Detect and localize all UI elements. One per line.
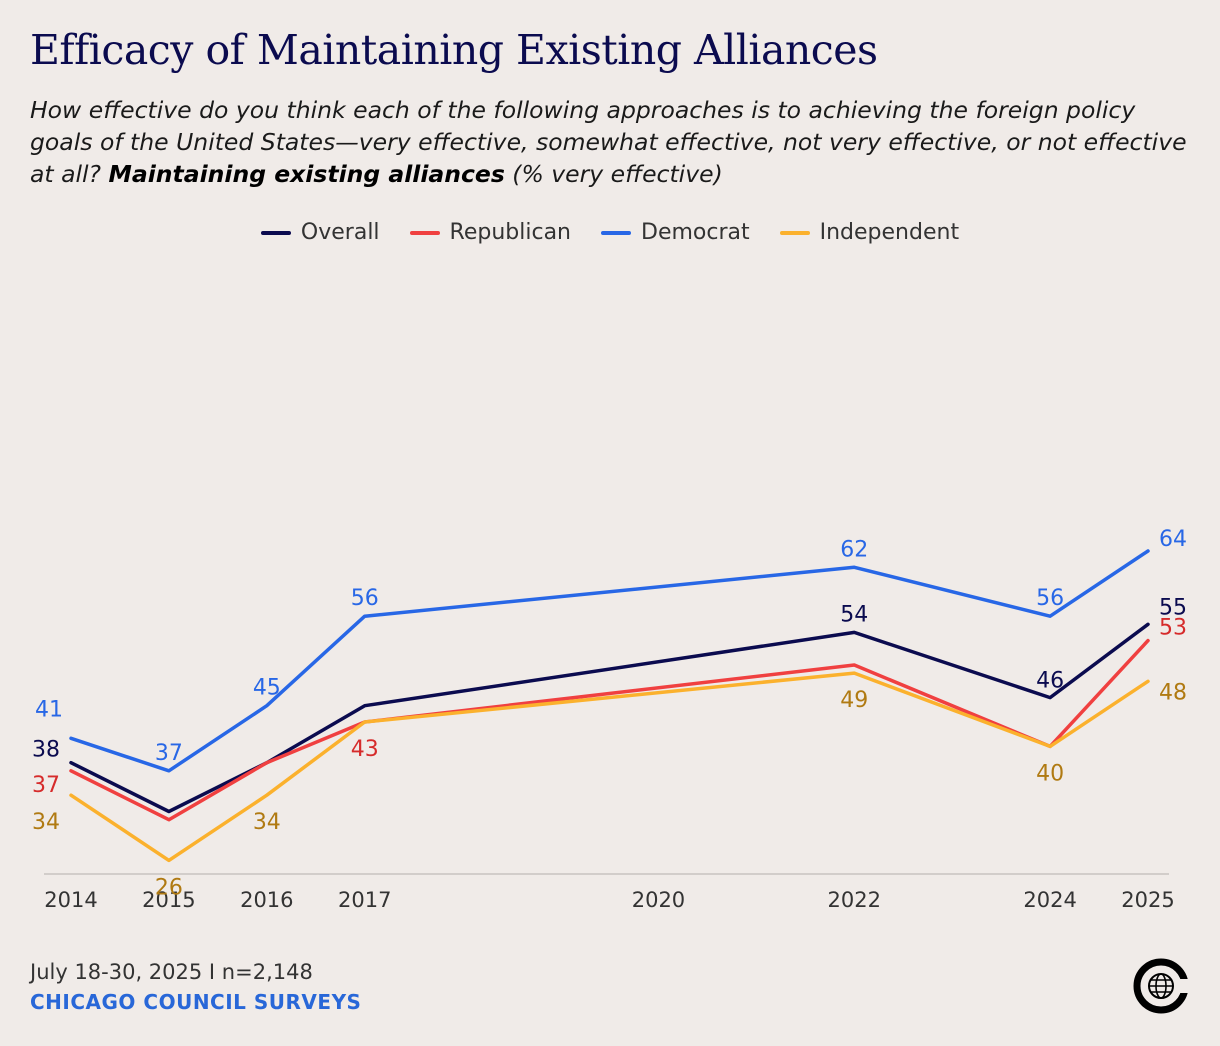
legend: Overall Republican Democrat Independent bbox=[0, 220, 1220, 245]
data-label-overall-2022: 54 bbox=[840, 602, 868, 627]
x-tick-label-2017: 2017 bbox=[338, 888, 391, 912]
chicago-council-globe-icon bbox=[1133, 958, 1192, 1014]
data-label-democrat-2022: 62 bbox=[840, 537, 868, 562]
survey-date: July 18-30, 2025 I n=2,148 bbox=[30, 960, 313, 984]
legend-swatch-independent bbox=[779, 230, 810, 235]
x-tick-label-2015: 2015 bbox=[142, 888, 195, 912]
x-tick-label-2016: 2016 bbox=[240, 888, 293, 912]
legend-swatch-democrat bbox=[601, 230, 631, 235]
legend-label-democrat: Democrat bbox=[641, 220, 750, 245]
data-label-independent-2014: 34 bbox=[32, 810, 60, 835]
legend-swatch-overall bbox=[260, 230, 291, 235]
series-line-independent bbox=[69, 671, 1150, 863]
data-label-republican-2017: 43 bbox=[351, 737, 379, 762]
data-label-republican-2014: 37 bbox=[32, 773, 60, 798]
data-label-overall-2024: 46 bbox=[1036, 669, 1064, 694]
data-label-independent-2022: 49 bbox=[840, 688, 868, 713]
series-line-overall bbox=[69, 622, 1150, 814]
data-label-overall-2025: 55 bbox=[1159, 595, 1187, 620]
x-tick-label-2024: 2024 bbox=[1023, 888, 1076, 912]
data-label-democrat-2015: 37 bbox=[155, 741, 183, 766]
legend-item-democrat: Democrat bbox=[601, 220, 750, 245]
subtitle-unit: (% very effective) bbox=[504, 160, 723, 188]
legend-swatch-republican bbox=[409, 230, 440, 235]
series-line-democrat bbox=[69, 549, 1150, 773]
chart-title: Efficacy of Maintaining Existing Allianc… bbox=[30, 26, 878, 74]
data-label-democrat-2014: 41 bbox=[35, 697, 63, 722]
data-label-independent-2024: 40 bbox=[1036, 761, 1064, 786]
source-label: CHICAGO COUNCIL SURVEYS bbox=[30, 990, 362, 1014]
legend-item-republican: Republican bbox=[409, 220, 571, 245]
data-label-independent-2025: 48 bbox=[1159, 680, 1187, 705]
chart-subtitle: How effective do you think each of the f… bbox=[30, 94, 1200, 190]
data-label-democrat-2025: 64 bbox=[1159, 527, 1187, 552]
subtitle-emphasis: Maintaining existing alliances bbox=[108, 160, 505, 188]
data-label-democrat-2017: 56 bbox=[351, 586, 379, 611]
legend-item-overall: Overall bbox=[260, 220, 380, 245]
line-chart: 2014 2015 2016 2017 2020 2022 2024 2025 38 54 46 55… bbox=[32, 527, 1187, 912]
data-label-independent-2016: 34 bbox=[253, 810, 281, 835]
x-tick-label-2014: 2014 bbox=[44, 888, 97, 912]
legend-label-overall: Overall bbox=[300, 220, 380, 245]
x-tick-label-2025: 2025 bbox=[1121, 888, 1174, 912]
legend-item-independent: Independent bbox=[779, 220, 960, 245]
legend-label-republican: Republican bbox=[449, 220, 571, 245]
data-label-independent-2015: 26 bbox=[155, 875, 183, 900]
data-label-republican-2025: 53 bbox=[1159, 616, 1187, 641]
data-label-democrat-2016: 45 bbox=[253, 676, 281, 701]
data-label-democrat-2024: 56 bbox=[1036, 586, 1064, 611]
subtitle-question: How effective do you think each of the f… bbox=[30, 96, 1187, 188]
x-tick-label-2020: 2020 bbox=[632, 888, 685, 912]
legend-label-independent: Independent bbox=[819, 220, 960, 245]
data-label-overall-2014: 38 bbox=[32, 738, 60, 763]
x-tick-label-2022: 2022 bbox=[828, 888, 881, 912]
